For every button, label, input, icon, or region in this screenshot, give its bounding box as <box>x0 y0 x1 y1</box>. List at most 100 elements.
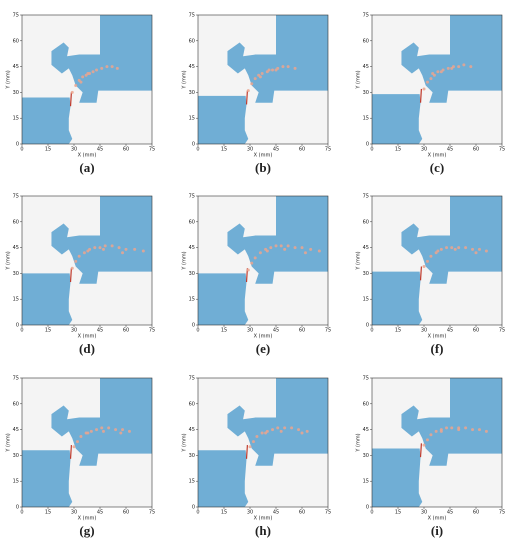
particle <box>110 65 114 69</box>
particle <box>305 429 309 433</box>
x-tick-label: 75 <box>325 147 331 153</box>
workpiece-region <box>198 95 249 144</box>
particle <box>79 434 83 438</box>
x-tick-label: 30 <box>247 147 253 153</box>
y-tick-label: 60 <box>189 38 195 44</box>
y-tick-label: 60 <box>363 219 369 225</box>
panel: 0 15 30 45 60 75 0 15 30 45 60 75 X (mm) Y (mm) (e) <box>182 194 332 356</box>
x-tick-label: 75 <box>499 147 505 153</box>
panel-caption: (d) <box>79 341 95 356</box>
workpiece-region <box>22 97 73 144</box>
x-tick-label: 45 <box>447 510 453 516</box>
y-tick-label: 45 <box>13 427 19 433</box>
x-tick-label: 30 <box>247 328 253 334</box>
x-tick-label: 30 <box>421 328 427 334</box>
x-tick-label: 60 <box>299 147 305 153</box>
particle <box>260 431 264 435</box>
workpiece-region <box>198 273 249 325</box>
particle <box>264 431 268 435</box>
y-tick-label: 60 <box>13 219 19 225</box>
x-axis-label: X (mm) <box>78 334 97 340</box>
panel-caption: (g) <box>79 523 94 538</box>
particle <box>255 434 259 438</box>
particle <box>293 66 297 70</box>
x-tick-label: 0 <box>196 328 199 334</box>
particle <box>303 251 307 255</box>
x-tick-label: 30 <box>421 510 427 516</box>
particle <box>429 77 433 81</box>
x-tick-label: 15 <box>395 510 401 516</box>
y-tick-label: 45 <box>189 64 195 70</box>
y-tick-label: 60 <box>13 38 19 44</box>
panel: 0 15 30 45 60 75 0 15 30 45 60 75 X (mm) Y (mm) (c) <box>356 13 506 175</box>
x-tick-label: 75 <box>499 510 505 516</box>
x-tick-label: 45 <box>97 510 103 516</box>
particle <box>477 428 481 432</box>
particle <box>300 246 304 250</box>
particle <box>477 247 481 251</box>
particle <box>250 261 254 265</box>
y-tick-label: 45 <box>363 245 369 251</box>
particle <box>101 247 105 251</box>
x-tick-label: 60 <box>123 147 129 153</box>
x-axis-label: X (mm) <box>254 334 273 340</box>
particle <box>429 254 433 258</box>
y-tick-label: 15 <box>363 479 369 485</box>
y-axis-label: Y (mm) <box>6 433 12 452</box>
plot-frame <box>21 377 153 508</box>
workpiece-region <box>372 271 423 325</box>
particle <box>79 80 83 84</box>
y-tick-label: 0 <box>366 505 369 511</box>
y-tick-label: 30 <box>189 453 195 459</box>
x-tick-label: 60 <box>123 510 129 516</box>
tool-region <box>227 196 328 284</box>
y-tick-label: 45 <box>13 64 19 70</box>
particle <box>274 68 278 72</box>
panel: 0 15 30 45 60 75 0 15 30 45 60 75 X (mm) Y (mm) (f) <box>356 194 506 356</box>
particle <box>457 65 461 69</box>
particle <box>101 429 105 433</box>
particle <box>124 247 128 251</box>
particle <box>290 426 294 430</box>
tool-region <box>51 15 152 103</box>
particle <box>429 433 433 437</box>
y-tick-label: 15 <box>13 297 19 303</box>
x-tick-label: 45 <box>447 328 453 334</box>
panel-caption: (a) <box>79 160 94 175</box>
x-axis-label: X (mm) <box>254 516 273 522</box>
particle <box>425 259 429 263</box>
tool-region <box>401 15 502 103</box>
workpiece-region <box>372 448 423 507</box>
y-tick-label: 45 <box>363 64 369 70</box>
particle <box>422 87 426 91</box>
particle <box>431 71 435 75</box>
particle <box>309 247 313 251</box>
x-tick-label: 75 <box>149 147 155 153</box>
x-tick-label: 45 <box>97 147 103 153</box>
y-tick-label: 75 <box>363 376 369 382</box>
particle <box>141 249 145 253</box>
particle <box>453 247 457 251</box>
cut-line <box>69 92 72 107</box>
particle <box>464 246 468 250</box>
x-tick-label: 15 <box>45 147 51 153</box>
y-tick-label: 60 <box>189 401 195 407</box>
x-tick-label: 0 <box>370 328 373 334</box>
particle <box>95 68 99 72</box>
particle <box>469 65 473 69</box>
panel-caption: (e) <box>256 341 270 356</box>
particle <box>271 428 275 432</box>
y-tick-label: 30 <box>13 90 19 96</box>
x-tick-label: 60 <box>299 510 305 516</box>
y-tick-label: 30 <box>13 453 19 459</box>
x-tick-label: 15 <box>395 328 401 334</box>
particle <box>436 249 440 253</box>
plot-frame <box>197 14 329 145</box>
x-tick-label: 15 <box>221 328 227 334</box>
particle <box>260 71 264 75</box>
cut-line <box>419 88 422 103</box>
particle <box>276 426 280 430</box>
y-tick-label: 75 <box>363 13 369 19</box>
particle <box>86 71 90 75</box>
x-tick-label: 0 <box>20 147 23 153</box>
